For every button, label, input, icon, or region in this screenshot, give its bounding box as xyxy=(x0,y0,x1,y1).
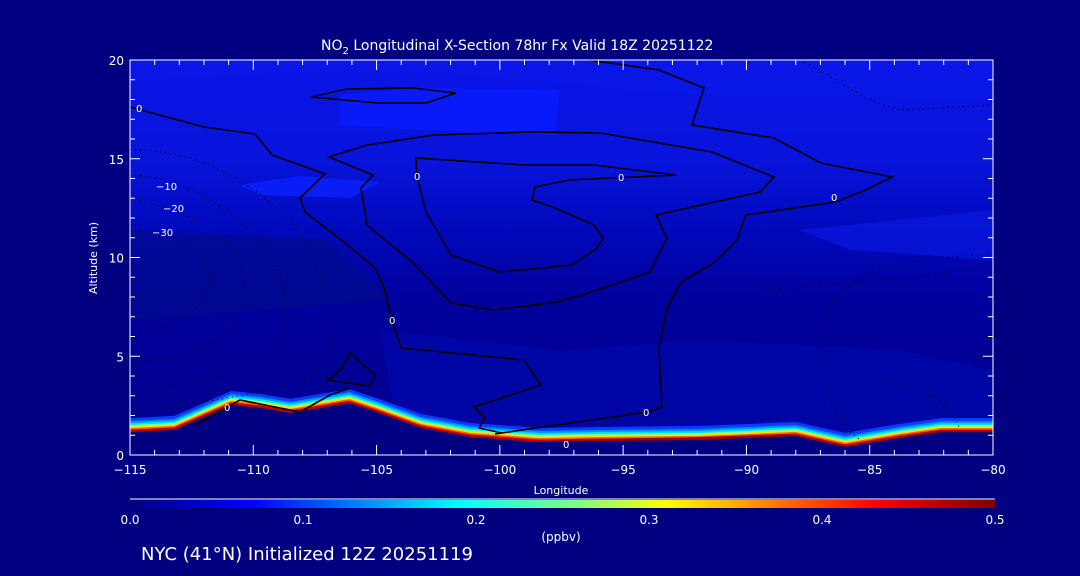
contour-label: −10 xyxy=(156,182,177,193)
contour-label: 0 xyxy=(389,316,395,327)
contour-ten xyxy=(415,157,677,273)
colorbar-tick-label: 0.1 xyxy=(293,513,312,527)
chart-title: NO2 Longitudinal X-Section 78hr Fx Valid… xyxy=(321,38,713,57)
field-patch xyxy=(240,176,380,198)
contour-label: 0 xyxy=(136,104,142,115)
colorbar-tick-label: 0.4 xyxy=(812,513,831,527)
x-axis-label: Longitude xyxy=(534,484,589,497)
colorbar-unit: (ppbv) xyxy=(541,530,580,544)
contour-labels: 0 0 0 0 0 0 0 10 0 −10 −20 −30 xyxy=(136,104,837,451)
colorbar-tick-label: 0.5 xyxy=(985,513,1004,527)
x-tick-label: −95 xyxy=(610,463,635,477)
x-tick-label: −100 xyxy=(483,463,516,477)
contour-label: 0 xyxy=(643,408,649,419)
contour-label: 0 xyxy=(831,193,837,204)
contour-small-loop xyxy=(326,351,376,387)
contour-lines xyxy=(130,60,895,435)
contour-label: −30 xyxy=(152,228,173,239)
contour-top-loop xyxy=(310,87,457,104)
negative-contours xyxy=(130,60,993,441)
colorbar-tick-label: 0.3 xyxy=(639,513,658,527)
footer-init-text: NYC (41°N) Initialized 12Z 20251119 xyxy=(141,544,473,565)
y-tick-label: 5 xyxy=(116,350,124,364)
contour-zero-outer xyxy=(130,106,543,434)
y-tick-label: 10 xyxy=(109,252,124,266)
contour-ground xyxy=(194,387,351,426)
y-axis-label: Altitude (km) xyxy=(87,222,100,294)
y-axis: 0 5 10 15 20 xyxy=(109,54,993,463)
contour-inner xyxy=(326,131,776,311)
y-tick-label: 15 xyxy=(109,153,124,167)
x-tick-label: −90 xyxy=(734,463,759,477)
colorbar xyxy=(130,500,995,508)
colorbar-tick-label: 0.0 xyxy=(120,513,139,527)
contour-label: 0 xyxy=(618,173,624,184)
field-patch xyxy=(800,210,993,260)
field-patch xyxy=(340,88,560,135)
contour-label: 0 xyxy=(224,403,230,414)
contour-zero-outer-east xyxy=(494,60,895,435)
field-patch xyxy=(130,60,993,100)
x-tick-label: −80 xyxy=(980,463,1005,477)
field-patch xyxy=(380,330,993,440)
x-tick-label: −110 xyxy=(237,463,270,477)
terrain xyxy=(130,403,993,455)
field-patch xyxy=(130,230,390,320)
y-tick-label: 0 xyxy=(116,449,124,463)
colorbar-ticks: 0.0 0.1 0.2 0.3 0.4 0.5 xyxy=(120,513,1004,527)
x-tick-label: −115 xyxy=(114,463,147,477)
plot-area: 0 0 0 0 0 0 0 10 0 −10 −20 −30 xyxy=(130,60,993,455)
contour-label: 0 xyxy=(563,440,569,451)
x-tick-label: −85 xyxy=(857,463,882,477)
contour-label: −20 xyxy=(163,204,184,215)
colorbar-tick-label: 0.2 xyxy=(466,513,485,527)
y-tick-label: 20 xyxy=(109,54,124,68)
contour-label: 0 xyxy=(414,172,420,183)
x-tick-label: −105 xyxy=(360,463,393,477)
x-axis: −115 −110 −105 −100 −95 −90 −85 −80 xyxy=(114,60,1006,477)
